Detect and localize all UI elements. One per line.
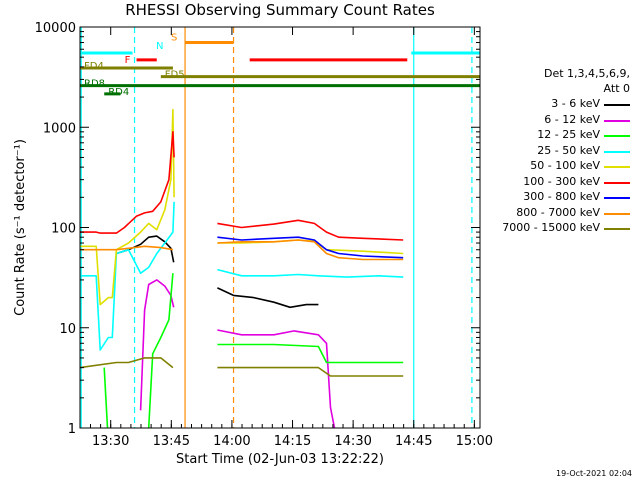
- legend-label: 50 - 100 keV: [530, 159, 600, 172]
- legend-item: 3 - 6 keV: [482, 96, 634, 112]
- legend-item: 12 - 25 keV: [482, 127, 634, 143]
- legend-label: 25 - 50 keV: [537, 143, 600, 157]
- series-4-segment-0: [80, 108, 175, 306]
- legend-label: 100 - 300 keV: [523, 174, 600, 188]
- legend-swatch: [604, 212, 630, 215]
- state-bar-label-rd8: RD8: [84, 79, 105, 90]
- legend-swatch: [604, 228, 630, 230]
- series-8-segment-1: [217, 366, 404, 377]
- y-tick-label-4: 10000: [35, 21, 76, 36]
- x-tick-label-0: 13:30: [92, 434, 129, 449]
- state-bar-label-fd4: FD4: [84, 61, 104, 72]
- y-tick-label-0: 1: [68, 422, 76, 437]
- x-tick-label-3: 14:15: [274, 434, 311, 449]
- x-tick-label-5: 14:45: [395, 434, 432, 449]
- legend-swatch: [604, 119, 630, 122]
- legend-rows: 3 - 6 keV 6 - 12 keV 12 - 25 keV 25 - 50 ke…: [482, 96, 634, 236]
- legend-swatch: [604, 197, 630, 199]
- series-2-segment-2: [217, 343, 404, 364]
- legend-item: 300 - 800 keV: [482, 189, 634, 205]
- series-8-segment-0: [79, 357, 174, 369]
- series-5-segment-1: [217, 219, 404, 241]
- legend-header-attenuator: Att 0: [603, 82, 630, 95]
- series-6-segment-0: [217, 236, 404, 259]
- y-axis-title: Count Rate (s⁻¹ detector⁻¹): [13, 139, 28, 316]
- legend-label: 800 - 7000 keV: [516, 205, 600, 219]
- series-3-segment-0: [80, 201, 175, 351]
- x-tick-label-2: 14:00: [213, 434, 250, 449]
- series-2-segment-1: [147, 273, 174, 429]
- legend-swatch: [604, 104, 630, 106]
- x-tick-label-6: 15:00: [456, 434, 493, 449]
- legend-item: 7000 - 15000 keV: [482, 220, 634, 236]
- series-1-segment-1: [217, 329, 336, 429]
- series-0-segment-1: [217, 287, 319, 309]
- legend-label: 7000 - 15000 keV: [502, 221, 600, 234]
- legend-item: 25 - 50 keV: [482, 143, 634, 159]
- legend-item: 100 - 300 keV: [482, 174, 634, 190]
- series-5-segment-0: [80, 131, 175, 234]
- chart-title: RHESSI Observing Summary Count Rates: [125, 1, 435, 19]
- series-7-segment-0: [80, 245, 174, 251]
- x-axis-title: Start Time (02-Jun-03 13:22:22): [176, 452, 384, 467]
- x-tick-label-4: 14:30: [334, 434, 371, 449]
- x-tick-label-1: 13:45: [153, 434, 190, 449]
- legend-swatch: [604, 150, 630, 153]
- y-tick-label-2: 100: [51, 222, 76, 237]
- legend-swatch: [604, 166, 630, 168]
- series-7-segment-1: [217, 239, 404, 261]
- legend-label: 3 - 6 keV: [551, 97, 600, 110]
- y-tick-label-1: 10: [59, 322, 76, 337]
- y-tick-label-3: 1000: [43, 121, 76, 136]
- legend-label: 6 - 12 keV: [544, 112, 600, 126]
- timestamp-stamp: 19-Oct-2021 02:04: [556, 469, 632, 478]
- legend-label: 12 - 25 keV: [537, 128, 600, 141]
- legend: Det 1,3,4,5,6,9, Att 0 3 - 6 keV 6 - 12 k…: [482, 66, 634, 236]
- legend-item: 6 - 12 keV: [482, 112, 634, 128]
- legend-header-detectors: Det 1,3,4,5,6,9,: [543, 67, 630, 80]
- series-2-segment-0: [103, 367, 109, 429]
- series-3-segment-1: [217, 268, 404, 278]
- state-bar-label-fd5: FD5: [165, 70, 185, 81]
- state-bar-label-f: F: [125, 55, 131, 66]
- state-bar-label-n: N: [156, 41, 163, 52]
- legend-item: 50 - 100 keV: [482, 158, 634, 174]
- state-bar-label-s: S: [171, 33, 177, 44]
- state-bar-label-rd4: RD4: [108, 87, 129, 98]
- legend-swatch: [604, 181, 630, 184]
- legend-item: 800 - 7000 keV: [482, 205, 634, 221]
- legend-swatch: [604, 135, 630, 137]
- legend-label: 300 - 800 keV: [523, 190, 600, 203]
